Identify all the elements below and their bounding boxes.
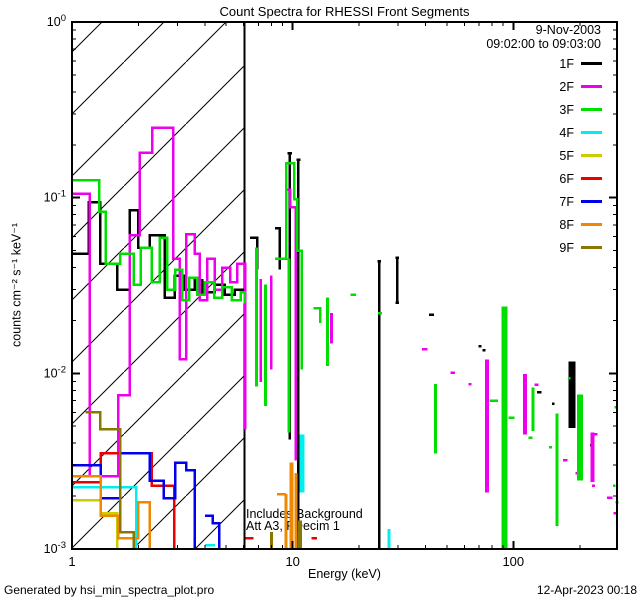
legend-label-3F: 3F bbox=[559, 102, 574, 117]
series-2F bbox=[72, 126, 617, 515]
x-axis-title: Energy (keV) bbox=[308, 567, 381, 581]
legend-color-line-7F bbox=[581, 200, 602, 203]
legend-label-2F: 2F bbox=[559, 79, 574, 94]
legend-color-line-8F bbox=[581, 223, 602, 226]
series-4F bbox=[72, 434, 391, 549]
y-tick-label: 10-1 bbox=[44, 189, 66, 205]
legend-label-7F: 7F bbox=[559, 194, 574, 209]
observation-time-range: 09:02:00 to 09:03:00 bbox=[486, 36, 601, 51]
legend-row-4F: 4F bbox=[559, 121, 602, 144]
legend-color-line-1F bbox=[581, 62, 602, 65]
y-tick-label: 10-3 bbox=[44, 540, 66, 556]
legend-color-line-3F bbox=[581, 108, 602, 111]
x-tick-label: 10 bbox=[285, 554, 299, 569]
generator-credit: Generated by hsi_min_spectra_plot.pro bbox=[4, 583, 215, 597]
observation-date: 9-Nov-2003 bbox=[535, 23, 601, 37]
legend-row-9F: 9F bbox=[559, 236, 602, 259]
legend-color-line-9F bbox=[581, 246, 602, 249]
legend-label-1F: 1F bbox=[559, 56, 574, 71]
legend-color-line-4F bbox=[581, 131, 602, 134]
legend-row-2F: 2F bbox=[559, 75, 602, 98]
legend-label-8F: 8F bbox=[559, 217, 574, 232]
legend-row-5F: 5F bbox=[559, 144, 602, 167]
page-title: Count Spectra for RHESSI Front Segments bbox=[219, 4, 470, 19]
y-axis-title: counts cm⁻² s⁻¹ keV⁻¹ bbox=[9, 223, 24, 347]
legend-label-4F: 4F bbox=[559, 125, 574, 140]
render-timestamp: 12-Apr-2023 00:18 bbox=[536, 583, 637, 597]
observation-datetime: 9-Nov-2003 09:02:00 to 09:03:00 bbox=[486, 23, 601, 51]
legend-color-line-2F bbox=[581, 85, 602, 88]
legend-row-3F: 3F bbox=[559, 98, 602, 121]
legend-row-7F: 7F bbox=[559, 190, 602, 213]
series-8F bbox=[72, 462, 298, 549]
x-tick-label: 1 bbox=[68, 554, 75, 569]
legend-label-9F: 9F bbox=[559, 240, 574, 255]
series-3F bbox=[72, 162, 619, 549]
legend-row-1F: 1F bbox=[559, 52, 602, 75]
y-tick-label: 100 bbox=[47, 13, 66, 29]
legend-label-6F: 6F bbox=[559, 171, 574, 186]
x-tick-label: 100 bbox=[502, 554, 524, 569]
detector-legend: 1F 2F 3F 4F 5F 6F 7F 8F 9F bbox=[559, 52, 602, 259]
legend-label-5F: 5F bbox=[559, 148, 574, 163]
legend-color-line-6F bbox=[581, 177, 602, 180]
axis-ticks bbox=[71, 21, 617, 550]
legend-row-6F: 6F bbox=[559, 167, 602, 190]
plot-frame bbox=[71, 21, 618, 550]
y-tick-label: 10-2 bbox=[44, 364, 66, 380]
annotation-includes-background: Includes Background bbox=[246, 507, 363, 521]
legend-color-line-5F bbox=[581, 154, 602, 157]
legend-row-8F: 8F bbox=[559, 213, 602, 236]
